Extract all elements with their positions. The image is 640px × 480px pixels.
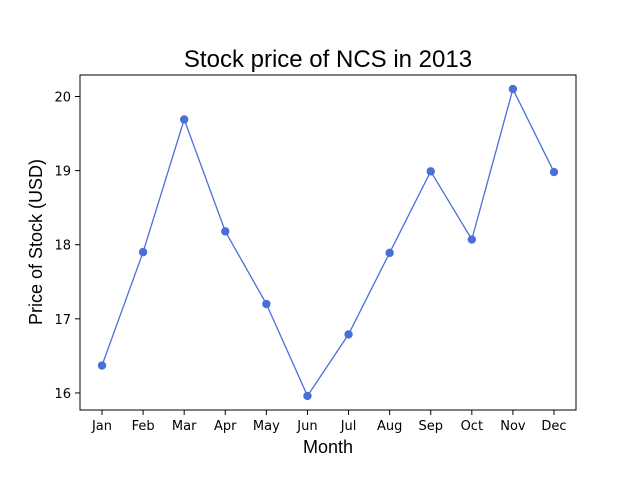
- x-tick-label: Jun: [296, 419, 317, 434]
- y-tick-label: 19: [54, 165, 71, 180]
- x-tick-label: Aug: [377, 419, 402, 434]
- data-markers: [97, 84, 559, 401]
- data-point: [344, 330, 353, 339]
- x-tick-label: Apr: [214, 419, 237, 434]
- data-point: [221, 227, 230, 236]
- data-point: [303, 391, 312, 401]
- x-tick-label: May: [253, 419, 280, 434]
- plot-frame: [79, 74, 577, 411]
- x-tick-label: Sep: [418, 419, 443, 434]
- data-point: [179, 115, 189, 124]
- x-tick-label: Feb: [132, 419, 155, 434]
- x-axis-ticks: Jan Feb Mar Apr May Jun Jul Aug Sep Oct Nov Dec: [91, 410, 567, 434]
- x-tick-label: Mar: [172, 419, 197, 434]
- x-tick-label: Oct: [461, 419, 483, 434]
- y-tick-label: 18: [54, 239, 71, 254]
- data-point: [549, 167, 559, 177]
- y-tick-label: 20: [54, 90, 71, 105]
- y-axis-ticks: 16 17 18 19 20: [54, 90, 80, 402]
- data-point: [385, 248, 394, 258]
- series-line: [101, 87, 555, 398]
- data-point: [262, 299, 271, 309]
- x-axis-label: Month: [303, 437, 353, 457]
- y-tick-label: 16: [54, 387, 71, 402]
- y-tick-label: 17: [54, 313, 71, 328]
- data-point: [508, 84, 518, 94]
- x-tick-label: Jul: [340, 419, 357, 434]
- y-axis-label: Price of Stock (USD): [26, 159, 46, 325]
- chart-title: Stock price of NCS in 2013: [184, 46, 472, 73]
- x-tick-label: Nov: [500, 419, 526, 434]
- x-tick-label: Jan: [91, 419, 112, 434]
- x-tick-label: Dec: [541, 419, 566, 434]
- data-point: [467, 235, 477, 244]
- data-point: [138, 247, 148, 257]
- data-point: [426, 167, 435, 176]
- plot-area: [79, 74, 577, 411]
- data-point: [97, 361, 107, 370]
